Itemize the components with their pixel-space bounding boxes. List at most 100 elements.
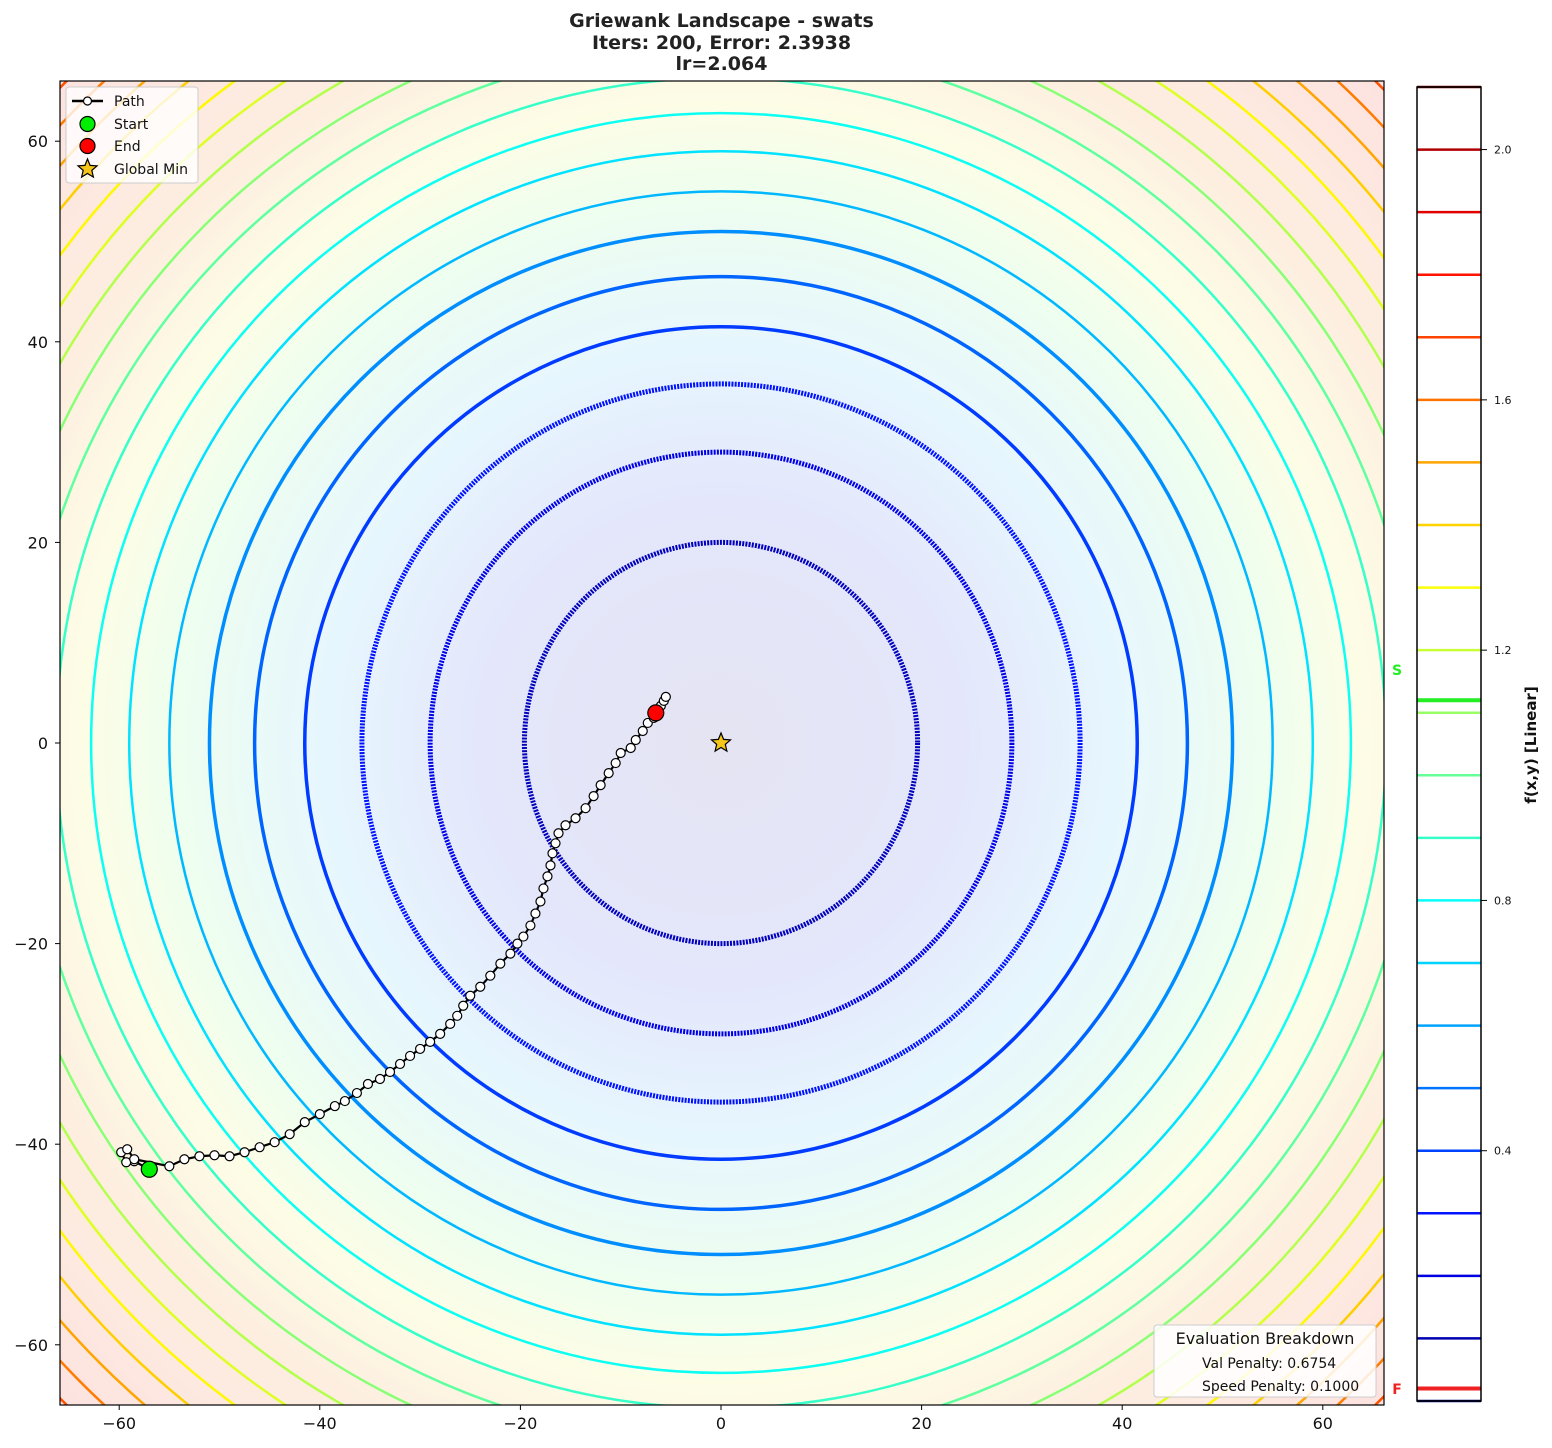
path-line — [119, 696, 667, 1171]
contour-ring — [168, 190, 1274, 1296]
y-tick-label: 60 — [28, 132, 48, 151]
path-point — [547, 848, 558, 859]
path-point — [164, 1161, 175, 1172]
path-point — [637, 725, 648, 737]
path-point — [404, 1050, 416, 1062]
contour-ring — [207, 229, 1235, 1257]
y-tick-label: 40 — [28, 333, 48, 352]
contour-ring — [89, 111, 1353, 1375]
legend-label-end: End — [114, 139, 141, 155]
path-point — [535, 896, 546, 907]
path-point — [630, 734, 641, 746]
x-tick-label: −20 — [504, 1414, 538, 1433]
path-point — [435, 1028, 446, 1039]
colorbar-tick-label: 1.6 — [1494, 394, 1512, 407]
legend-item-end: End — [79, 137, 141, 155]
path-point — [505, 948, 516, 959]
path-point — [374, 1073, 386, 1085]
legend-item-global-min: Global Min — [76, 157, 188, 179]
contour-ring — [252, 274, 1190, 1212]
path-point — [625, 742, 636, 754]
y-tick-label: −40 — [14, 1135, 48, 1154]
path-point — [570, 813, 581, 824]
legend-label-start: Start — [114, 117, 149, 133]
path-point — [530, 908, 541, 919]
chart-subtitle-iters: Iters: 200, Error: 2.3938 — [591, 32, 852, 54]
end-marker — [647, 704, 665, 722]
x-tick-label: 0 — [716, 1414, 726, 1433]
path-point — [458, 1000, 469, 1011]
y-tick-label: −20 — [14, 935, 48, 954]
path-point — [415, 1043, 426, 1055]
y-tick-label: −60 — [14, 1336, 48, 1355]
path-point — [299, 1117, 310, 1128]
y-tick-label: 0 — [38, 734, 48, 753]
path-point — [660, 691, 671, 702]
path-point — [351, 1087, 363, 1099]
x-tick-label: 60 — [1313, 1414, 1333, 1433]
path-point — [254, 1142, 265, 1153]
legend: Path Start End Global Min — [65, 86, 199, 184]
x-tick-label: −60 — [102, 1414, 136, 1433]
path-point — [518, 931, 529, 942]
contour-ring — [303, 325, 1139, 1161]
evaluation-breakdown-box: Evaluation Breakdown Val Penalty: 0.6754… — [1153, 1324, 1377, 1398]
path-point — [362, 1078, 374, 1090]
path-point — [542, 871, 553, 882]
path-point — [545, 860, 556, 871]
star-icon — [76, 157, 99, 179]
path-point — [538, 883, 549, 894]
path-point — [329, 1100, 340, 1112]
evaluation-breakdown-title: Evaluation Breakdown — [1176, 1329, 1355, 1348]
start-marker — [140, 1160, 158, 1178]
contour-ring — [427, 449, 1015, 1037]
x-tick-label: 40 — [1112, 1414, 1132, 1433]
y-tick-label: 20 — [28, 533, 48, 552]
path-point — [224, 1151, 235, 1162]
contour-ring — [127, 149, 1315, 1337]
path-point — [560, 820, 571, 831]
path-point — [209, 1150, 220, 1161]
start-marker-icon — [79, 115, 96, 133]
path-point — [394, 1058, 406, 1070]
colorbar: 0.4 0.8 1.2 1.6 2.0 S F f(x,y) [Linear] — [1392, 85, 1540, 1403]
colorbar-start-marker: S — [1392, 663, 1402, 679]
colorbar-tick-label: 1.2 — [1494, 644, 1512, 657]
optimizer-path — [116, 691, 732, 1178]
contour-ring — [359, 381, 1083, 1105]
path-marker-icon — [82, 96, 93, 106]
path-point — [553, 828, 564, 839]
colorbar-frame — [1416, 86, 1482, 1402]
path-point — [425, 1036, 436, 1047]
path-point — [525, 920, 536, 931]
path-point — [475, 981, 486, 992]
legend-label-path: Path — [114, 94, 145, 110]
path-point — [580, 803, 591, 814]
y-axis: −60 −40 −20 0 20 40 60 — [14, 132, 60, 1355]
path-point — [485, 970, 496, 981]
path-point — [179, 1154, 190, 1165]
path-point — [445, 1018, 456, 1029]
path-point — [495, 958, 506, 969]
path-point — [194, 1151, 205, 1162]
val-penalty-text: Val Penalty: 0.6754 — [1202, 1356, 1336, 1372]
legend-item-path: Path — [72, 94, 145, 110]
path-point — [239, 1147, 250, 1158]
path-point — [465, 990, 476, 1001]
path-point — [512, 938, 523, 949]
path-point — [314, 1109, 325, 1120]
x-tick-label: −40 — [303, 1414, 337, 1433]
path-point — [269, 1137, 280, 1148]
path-point — [384, 1066, 396, 1078]
colorbar-tick-label: 0.8 — [1494, 894, 1512, 907]
path-point — [122, 1144, 133, 1155]
speed-penalty-text: Speed Penalty: 0.1000 — [1202, 1379, 1359, 1395]
colorbar-final-marker: F — [1392, 1382, 1402, 1398]
path-point — [284, 1129, 295, 1140]
path-point — [339, 1095, 350, 1107]
global-min-marker — [710, 731, 732, 753]
x-tick-label: 20 — [911, 1414, 931, 1433]
legend-item-start: Start — [79, 115, 149, 133]
